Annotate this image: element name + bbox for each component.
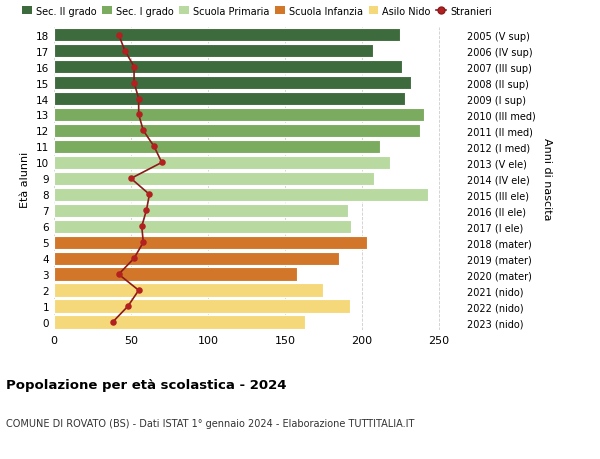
Point <box>139 239 148 246</box>
Point <box>129 64 139 71</box>
Bar <box>54 316 305 329</box>
Y-axis label: Età alunni: Età alunni <box>20 151 31 207</box>
Bar <box>54 300 350 313</box>
Bar <box>54 188 428 202</box>
Point <box>149 144 159 151</box>
Point <box>120 48 130 55</box>
Bar <box>54 236 367 250</box>
Bar <box>54 220 351 234</box>
Point <box>139 128 148 135</box>
Point <box>129 80 139 87</box>
Bar <box>54 61 402 74</box>
Point <box>157 159 167 167</box>
Y-axis label: Anni di nascita: Anni di nascita <box>542 138 552 220</box>
Bar <box>54 252 339 265</box>
Point <box>129 255 139 263</box>
Point <box>123 303 133 310</box>
Bar <box>54 29 400 42</box>
Point <box>126 175 136 183</box>
Point <box>134 287 143 294</box>
Bar <box>54 284 323 297</box>
Bar <box>54 124 421 138</box>
Bar <box>54 172 374 186</box>
Bar <box>54 108 424 122</box>
Bar <box>54 204 348 218</box>
Point <box>114 32 124 39</box>
Bar <box>54 45 373 58</box>
Bar <box>54 156 389 170</box>
Point <box>108 319 118 326</box>
Point <box>145 191 154 199</box>
Point <box>142 207 151 214</box>
Point <box>137 223 146 230</box>
Legend: Sec. II grado, Sec. I grado, Scuola Primaria, Scuola Infanzia, Asilo Nido, Stran: Sec. II grado, Sec. I grado, Scuola Prim… <box>22 6 492 17</box>
Bar <box>54 140 380 154</box>
Text: Popolazione per età scolastica - 2024: Popolazione per età scolastica - 2024 <box>6 379 287 392</box>
Bar <box>54 77 411 90</box>
Point <box>134 95 143 103</box>
Point <box>114 271 124 278</box>
Bar <box>54 93 405 106</box>
Bar <box>54 268 297 281</box>
Text: COMUNE DI ROVATO (BS) - Dati ISTAT 1° gennaio 2024 - Elaborazione TUTTITALIA.IT: COMUNE DI ROVATO (BS) - Dati ISTAT 1° ge… <box>6 418 415 428</box>
Point <box>134 112 143 119</box>
